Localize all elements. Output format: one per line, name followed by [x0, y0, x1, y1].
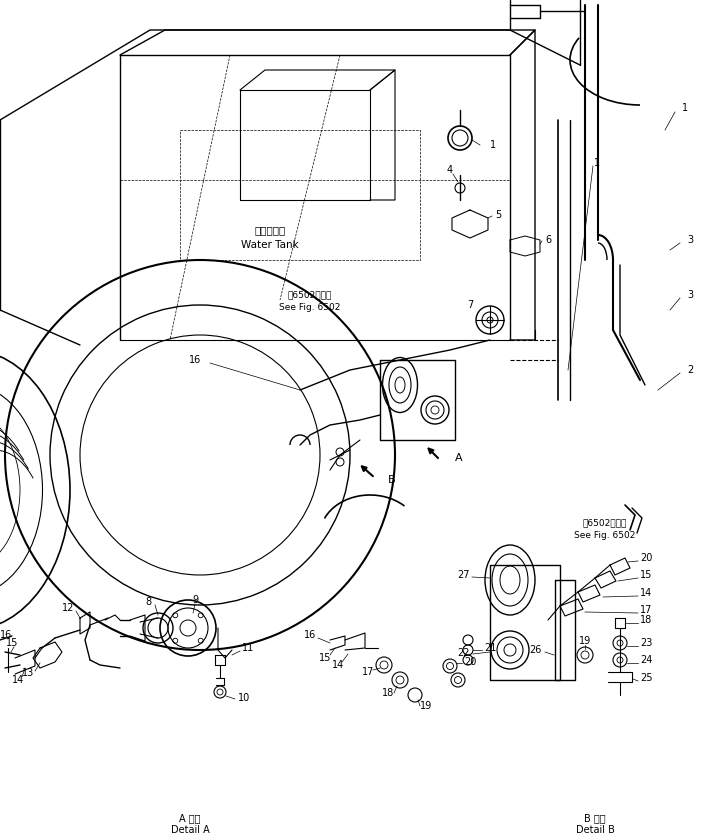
Text: 26: 26: [530, 645, 542, 655]
Text: 15: 15: [6, 638, 18, 648]
Text: Detail B: Detail B: [575, 825, 614, 835]
Text: 21: 21: [484, 643, 496, 653]
Text: 給水タンク: 給水タンク: [255, 225, 286, 235]
Text: 17: 17: [362, 667, 374, 677]
Text: 20: 20: [640, 553, 653, 563]
Text: 23: 23: [640, 638, 653, 648]
Text: 3: 3: [687, 290, 693, 300]
Text: 22: 22: [457, 648, 470, 658]
Text: ㅖ6502図参照: ㅖ6502図参照: [583, 518, 627, 528]
Text: 8: 8: [145, 597, 151, 607]
Text: A 詳細: A 詳細: [180, 813, 201, 823]
Text: 14: 14: [640, 588, 653, 598]
Text: 16: 16: [189, 355, 201, 365]
Text: 19: 19: [579, 636, 591, 646]
Text: 1: 1: [594, 158, 600, 168]
Text: 11: 11: [242, 643, 255, 653]
Text: 20: 20: [464, 657, 477, 667]
Text: B 詳細: B 詳細: [584, 813, 606, 823]
Text: 6: 6: [545, 235, 551, 245]
Text: 27: 27: [457, 570, 470, 580]
Text: 2: 2: [687, 365, 693, 375]
Text: 18: 18: [640, 615, 653, 625]
Text: See Fig. 6502: See Fig. 6502: [574, 531, 636, 539]
Text: 18: 18: [382, 688, 394, 698]
Text: 5: 5: [495, 210, 501, 220]
Text: 3: 3: [687, 235, 693, 245]
Text: 9: 9: [192, 595, 198, 605]
Text: 7: 7: [467, 300, 473, 310]
Text: 1: 1: [682, 103, 688, 113]
Text: 17: 17: [640, 605, 653, 615]
Text: Water Tank: Water Tank: [241, 240, 299, 250]
Text: 14: 14: [12, 675, 24, 685]
Text: 4: 4: [447, 165, 453, 175]
Text: 14: 14: [332, 660, 344, 670]
Text: 10: 10: [238, 693, 250, 703]
Text: B: B: [388, 475, 396, 485]
Text: See Fig. 6502: See Fig. 6502: [279, 302, 341, 312]
Text: 15: 15: [640, 570, 653, 580]
Text: 13: 13: [22, 668, 34, 678]
Text: 24: 24: [640, 655, 653, 665]
Text: 16: 16: [0, 630, 12, 640]
Text: 12: 12: [62, 603, 74, 613]
Text: 1: 1: [490, 140, 496, 150]
Text: 25: 25: [640, 673, 653, 683]
Text: 15: 15: [319, 653, 331, 663]
Text: 16: 16: [304, 630, 316, 640]
Text: Detail A: Detail A: [170, 825, 209, 835]
Text: A: A: [455, 453, 462, 463]
Text: ㅖ6502図参照: ㅖ6502図参照: [288, 291, 332, 300]
Text: 19: 19: [420, 701, 432, 711]
